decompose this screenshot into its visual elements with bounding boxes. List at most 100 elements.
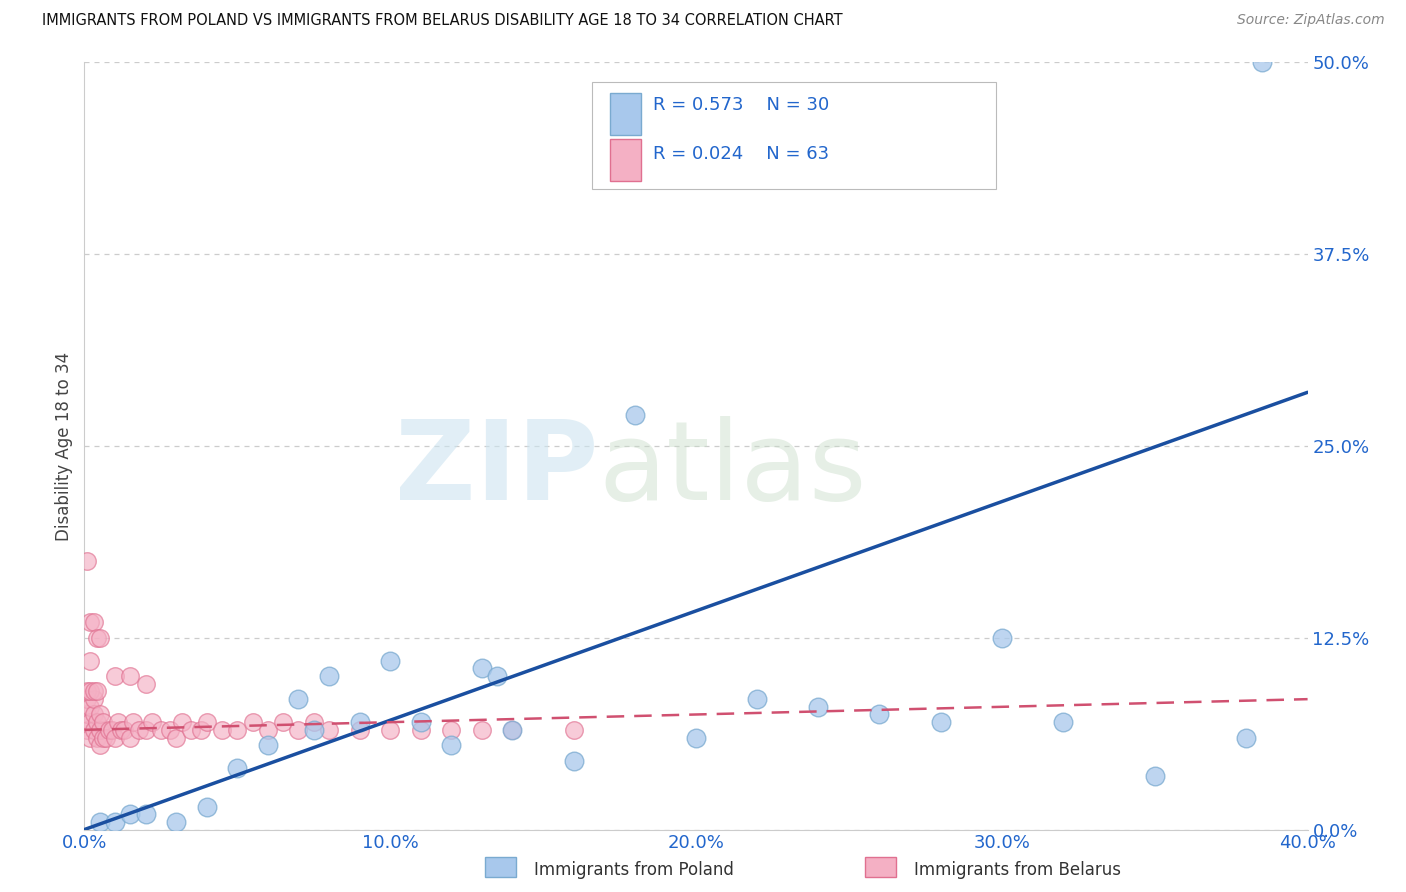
Point	[104, 731, 127, 745]
Point	[471, 661, 494, 675]
Point	[195, 715, 218, 730]
Point	[120, 669, 142, 683]
Point	[79, 699, 101, 714]
Y-axis label: Disability Age 18 to 34: Disability Age 18 to 34	[55, 351, 73, 541]
Point	[76, 692, 98, 706]
Point	[89, 814, 111, 829]
Point	[409, 723, 432, 737]
Point	[991, 631, 1014, 645]
Point	[318, 669, 340, 683]
Point	[104, 669, 127, 683]
Point	[257, 738, 280, 752]
Point	[159, 723, 181, 737]
Point	[86, 684, 108, 698]
Point	[149, 723, 172, 737]
Point	[165, 731, 187, 745]
Point	[91, 731, 114, 745]
Point	[1250, 55, 1272, 70]
Point	[302, 715, 325, 730]
Point	[380, 654, 402, 668]
Point	[409, 715, 432, 730]
Point	[380, 723, 402, 737]
Point	[120, 807, 142, 822]
Point	[502, 723, 524, 737]
Point	[76, 723, 98, 737]
Point	[135, 723, 157, 737]
Point	[318, 723, 340, 737]
Point	[76, 554, 98, 568]
Point	[271, 715, 294, 730]
Point	[502, 723, 524, 737]
Point	[83, 615, 105, 630]
Point	[807, 699, 830, 714]
Point	[242, 715, 264, 730]
Point	[86, 731, 108, 745]
Point	[94, 731, 117, 745]
Point	[257, 723, 280, 737]
Text: ZIP: ZIP	[395, 416, 598, 523]
Point	[107, 715, 129, 730]
Point	[104, 814, 127, 829]
Point	[135, 677, 157, 691]
Point	[471, 723, 494, 737]
Point	[211, 723, 233, 737]
Point	[89, 707, 111, 722]
Point	[440, 738, 463, 752]
FancyBboxPatch shape	[610, 93, 641, 136]
Point	[86, 631, 108, 645]
Point	[122, 715, 145, 730]
Point	[190, 723, 212, 737]
Point	[83, 707, 105, 722]
Point	[89, 738, 111, 752]
Point	[120, 731, 142, 745]
Point	[83, 692, 105, 706]
FancyBboxPatch shape	[610, 139, 641, 181]
Point	[76, 707, 98, 722]
Point	[86, 715, 108, 730]
Text: Immigrants from Belarus: Immigrants from Belarus	[914, 861, 1121, 879]
Point	[172, 715, 194, 730]
Point	[135, 807, 157, 822]
Point	[79, 615, 101, 630]
Point	[302, 723, 325, 737]
Point	[91, 715, 114, 730]
Point	[685, 731, 707, 745]
FancyBboxPatch shape	[592, 81, 995, 189]
Point	[79, 715, 101, 730]
Text: Source: ZipAtlas.com: Source: ZipAtlas.com	[1237, 13, 1385, 28]
Point	[624, 409, 647, 423]
Point	[79, 731, 101, 745]
Point	[89, 723, 111, 737]
Point	[128, 723, 150, 737]
Point	[79, 654, 101, 668]
Point	[287, 723, 309, 737]
Point	[195, 799, 218, 814]
Point	[1052, 715, 1074, 730]
Point	[89, 631, 111, 645]
Point	[79, 684, 101, 698]
Point	[83, 684, 105, 698]
Point	[349, 723, 371, 737]
Point	[141, 715, 163, 730]
Point	[929, 715, 952, 730]
Text: Immigrants from Poland: Immigrants from Poland	[534, 861, 734, 879]
Point	[110, 723, 132, 737]
Point	[1143, 769, 1166, 783]
Point	[1236, 731, 1258, 745]
Point	[869, 707, 891, 722]
Point	[226, 761, 249, 775]
Point	[180, 723, 202, 737]
Point	[97, 723, 120, 737]
Point	[349, 715, 371, 730]
Point	[747, 692, 769, 706]
Text: IMMIGRANTS FROM POLAND VS IMMIGRANTS FROM BELARUS DISABILITY AGE 18 TO 34 CORREL: IMMIGRANTS FROM POLAND VS IMMIGRANTS FRO…	[42, 13, 842, 29]
Point	[83, 723, 105, 737]
Point	[112, 723, 135, 737]
Point	[486, 669, 509, 683]
Point	[562, 754, 585, 768]
Text: R = 0.573    N = 30: R = 0.573 N = 30	[654, 95, 830, 113]
Text: atlas: atlas	[598, 416, 866, 523]
Point	[287, 692, 309, 706]
Text: R = 0.024    N = 63: R = 0.024 N = 63	[654, 145, 830, 163]
Point	[76, 684, 98, 698]
